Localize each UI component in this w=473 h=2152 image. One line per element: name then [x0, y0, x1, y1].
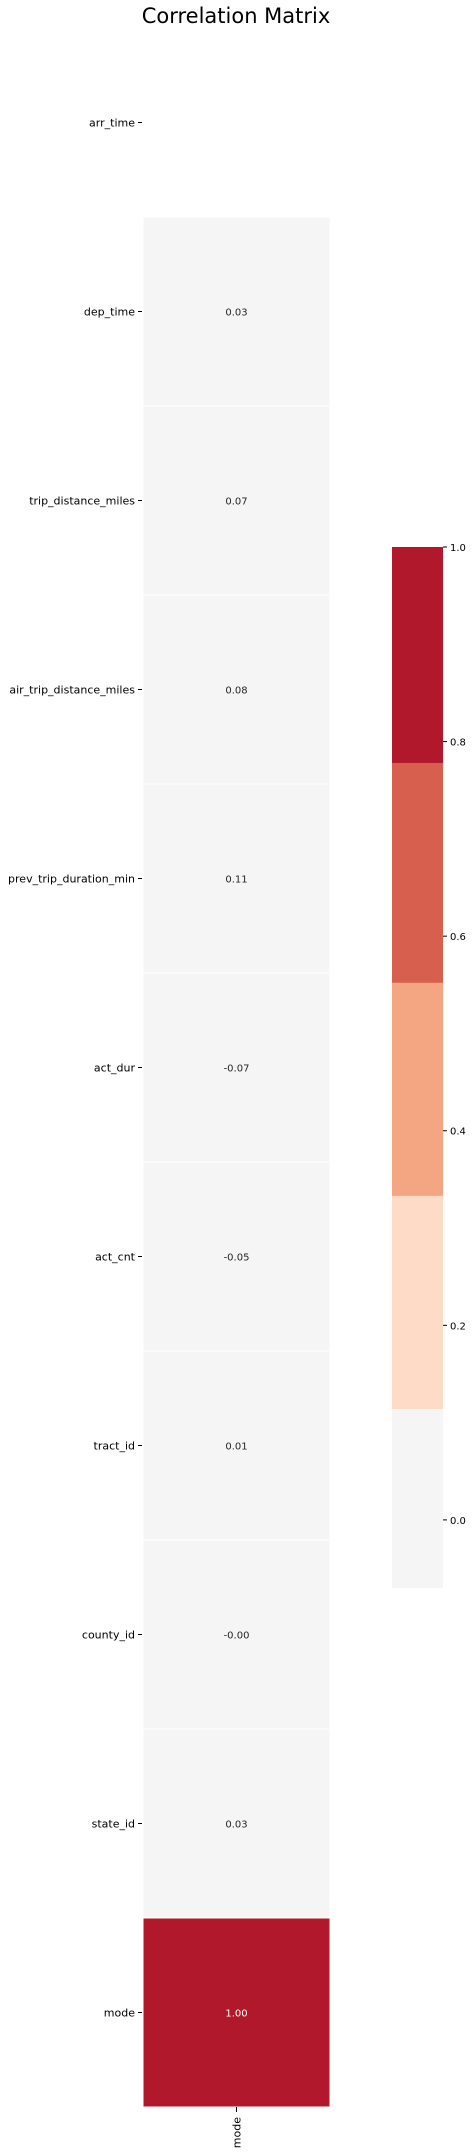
- heatmap-cell-air_trip_distance_miles: [142, 594, 331, 785]
- row-label-arr_time: arr_time: [89, 117, 135, 130]
- row-label-tract_id: tract_id: [94, 1440, 135, 1453]
- row-label-act_cnt: act_cnt: [95, 1251, 136, 1264]
- cell-value-label: 0.08: [225, 686, 247, 697]
- row-labels: arr_time dep_time trip_distance_miles air_t…: [8, 117, 142, 2020]
- row-label-mode: mode: [104, 2007, 135, 2020]
- colorbar-band: [392, 547, 443, 763]
- cell-value-label: 0.07: [225, 497, 247, 508]
- colorbar: 0.0 0.2 0.4 0.6 0.8 1.0: [392, 543, 466, 1588]
- heatmap-cell-tract_id: [142, 1350, 331, 1541]
- colorbar-band: [392, 982, 443, 1196]
- row-label-state_id: state_id: [92, 1818, 135, 1831]
- row-label-trip_distance_miles: trip_distance_miles: [29, 495, 135, 508]
- colorbar-tick-label: 0.8: [450, 738, 466, 749]
- cell-value-label: -0.00: [224, 1631, 250, 1642]
- colorbar-tick-label: 0.2: [450, 1321, 466, 1332]
- colorbar-tick-label: 0.4: [450, 1127, 466, 1138]
- heatmap-cell-county_id: [142, 1539, 331, 1730]
- row-label-act_dur: act_dur: [94, 1062, 136, 1075]
- column-label-mode: mode: [231, 2117, 244, 2148]
- row-label-dep_time: dep_time: [84, 306, 135, 319]
- cell-value-label: 1.00: [225, 2009, 247, 2020]
- row-label-prev_trip_duration_min: prev_trip_duration_min: [8, 873, 135, 886]
- colorbar-tick-label: 0.6: [450, 932, 466, 943]
- heatmap-cell-trip_distance_miles: [142, 405, 331, 596]
- heatmap-cell-prev_trip_duration_min: [142, 783, 331, 974]
- row-label-county_id: county_id: [82, 1629, 135, 1642]
- cell-value-label: -0.05: [224, 1253, 250, 1264]
- row-label-air_trip_distance_miles: air_trip_distance_miles: [9, 684, 135, 697]
- heatmap-cell-dep_time: [142, 216, 331, 407]
- cell-value-label: 0.11: [225, 875, 247, 886]
- cell-value-label: 0.01: [225, 1442, 247, 1453]
- colorbar-tick-label: 0.0: [450, 1516, 466, 1527]
- colorbar-tick-label: 1.0: [450, 543, 466, 554]
- heatmap-cells: 0.03 0.07 0.08 0.11 -0.07 -0.05 0.01 -0.00 0.03 1…: [142, 216, 331, 2108]
- cell-value-label: 0.03: [225, 1820, 247, 1831]
- colorbar-band: [392, 1408, 443, 1588]
- heatmap-cell-act_dur: [142, 972, 331, 1163]
- heatmap-cell-act_cnt: [142, 1161, 331, 1352]
- colorbar-band: [392, 762, 443, 983]
- heatmap-cell-mode: [142, 1917, 331, 2108]
- cell-value-label: -0.07: [224, 1064, 250, 1075]
- cell-value-label: 0.03: [225, 308, 247, 319]
- colorbar-band: [392, 1195, 443, 1409]
- chart-title: Correlation Matrix: [142, 4, 331, 28]
- column-labels: mode: [231, 2107, 244, 2148]
